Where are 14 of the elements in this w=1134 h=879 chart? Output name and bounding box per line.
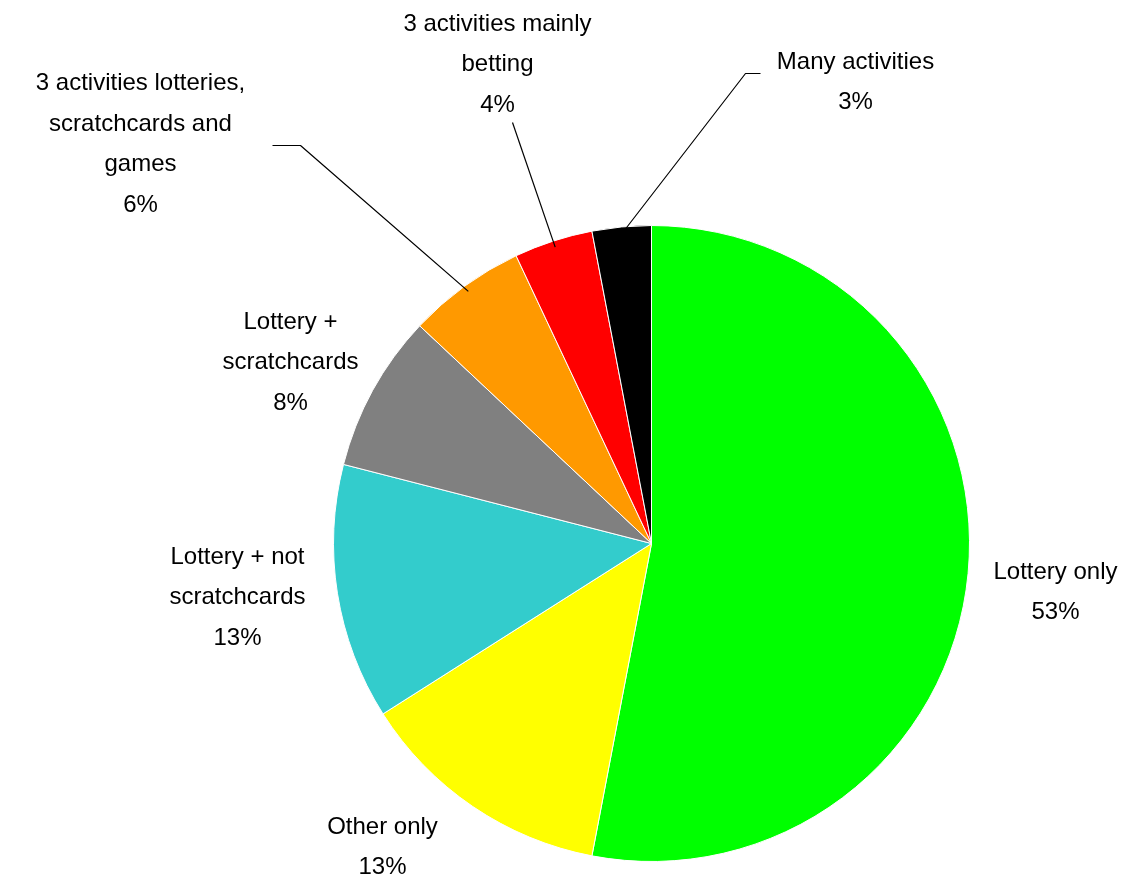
data-label: 53%: [1031, 597, 1080, 625]
slice-label: Lottery + scratchcards: [222, 306, 359, 374]
slice-label: Lottery only: [993, 556, 1118, 584]
data-label: 13%: [358, 852, 407, 879]
slice-label: 3 activities lotteries, scratchcards and games: [35, 68, 246, 177]
slice-label: 3 activities mainly betting: [403, 8, 592, 76]
data-label: 4%: [480, 89, 515, 117]
data-label: 13%: [213, 622, 262, 650]
data-label: 3%: [838, 87, 873, 115]
data-label: 6%: [123, 189, 158, 217]
data-label: 8%: [273, 387, 308, 415]
slice-label: Lottery + not scratchcards: [169, 541, 306, 609]
slice-label: Other only: [327, 811, 438, 839]
slice-label: Many activities: [776, 46, 935, 74]
